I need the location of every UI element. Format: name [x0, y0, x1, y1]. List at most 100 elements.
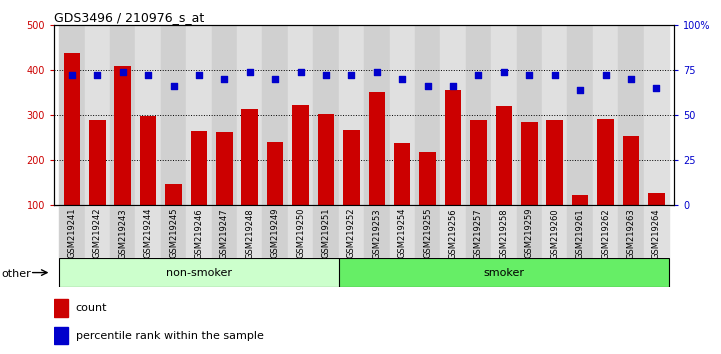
Bar	[59, 25, 84, 205]
Point	[168, 83, 180, 89]
Bar	[314, 205, 339, 258]
Text: GSM219256: GSM219256	[448, 208, 458, 259]
Bar	[54, 327, 68, 344]
Bar	[136, 205, 161, 258]
Text: GSM219244: GSM219244	[143, 208, 153, 258]
Bar	[339, 258, 669, 287]
Bar	[521, 122, 538, 251]
Bar	[339, 205, 364, 258]
Bar	[593, 205, 618, 258]
Point	[650, 85, 662, 91]
Bar	[648, 193, 665, 251]
Bar	[59, 205, 84, 258]
Bar	[495, 106, 512, 251]
Bar	[186, 205, 212, 258]
Bar	[110, 25, 136, 205]
Text: GSM219247: GSM219247	[220, 208, 229, 259]
Point	[575, 87, 586, 93]
Bar	[420, 152, 436, 251]
Text: GSM219252: GSM219252	[347, 208, 356, 258]
Text: GSM219258: GSM219258	[500, 208, 508, 259]
Bar	[288, 25, 314, 205]
Bar	[597, 119, 614, 251]
Bar	[644, 25, 669, 205]
Bar	[267, 142, 283, 251]
Bar	[59, 258, 339, 287]
Bar	[89, 120, 105, 251]
Bar	[339, 25, 364, 205]
Bar	[618, 25, 644, 205]
Text: GSM219260: GSM219260	[550, 208, 559, 259]
Bar	[415, 205, 441, 258]
Bar	[54, 299, 68, 317]
Bar	[415, 25, 441, 205]
Bar	[368, 92, 385, 251]
Bar	[115, 66, 131, 251]
Bar	[470, 120, 487, 251]
Bar	[542, 25, 567, 205]
Text: GSM219245: GSM219245	[169, 208, 178, 258]
Bar	[491, 25, 516, 205]
Text: GSM219253: GSM219253	[372, 208, 381, 259]
Bar	[237, 205, 262, 258]
Point	[244, 69, 255, 75]
Text: non-smoker: non-smoker	[166, 268, 232, 278]
Text: other: other	[1, 269, 31, 279]
Bar	[216, 132, 233, 251]
Bar	[212, 205, 237, 258]
Bar	[110, 205, 136, 258]
Bar	[288, 205, 314, 258]
Bar	[516, 25, 542, 205]
Bar	[441, 25, 466, 205]
Bar	[63, 53, 80, 251]
Text: GSM219241: GSM219241	[67, 208, 76, 258]
Text: GSM219261: GSM219261	[575, 208, 585, 259]
Text: GSM219248: GSM219248	[245, 208, 255, 259]
Text: GSM219251: GSM219251	[322, 208, 330, 258]
Bar	[623, 136, 640, 251]
Point	[600, 73, 611, 78]
Bar	[161, 205, 186, 258]
Bar	[140, 115, 156, 251]
Bar	[572, 195, 588, 251]
Bar	[165, 184, 182, 251]
Point	[193, 73, 205, 78]
Bar	[84, 205, 110, 258]
Bar	[186, 25, 212, 205]
Text: count: count	[76, 303, 107, 313]
Bar	[161, 25, 186, 205]
Bar	[466, 25, 491, 205]
Text: GSM219242: GSM219242	[93, 208, 102, 258]
Bar	[136, 25, 161, 205]
Point	[66, 73, 78, 78]
Point	[295, 69, 306, 75]
Text: GDS3496 / 210976_s_at: GDS3496 / 210976_s_at	[54, 11, 204, 24]
Bar	[644, 205, 669, 258]
Text: GSM219249: GSM219249	[270, 208, 280, 258]
Bar	[314, 25, 339, 205]
Text: GSM219250: GSM219250	[296, 208, 305, 258]
Point	[422, 83, 433, 89]
Point	[320, 73, 332, 78]
Bar	[84, 25, 110, 205]
Bar	[212, 25, 237, 205]
Bar	[593, 25, 618, 205]
Bar	[364, 205, 389, 258]
Bar	[567, 205, 593, 258]
Text: smoker: smoker	[483, 268, 524, 278]
Bar	[445, 90, 461, 251]
Point	[523, 73, 535, 78]
Bar	[343, 130, 360, 251]
Bar	[567, 25, 593, 205]
Point	[92, 73, 103, 78]
Point	[473, 73, 485, 78]
Bar	[190, 131, 207, 251]
Point	[498, 69, 510, 75]
Point	[397, 76, 408, 82]
Point	[117, 69, 128, 75]
Bar	[318, 114, 335, 251]
Bar	[618, 205, 644, 258]
Point	[142, 73, 154, 78]
Text: GSM219259: GSM219259	[525, 208, 534, 258]
Bar	[389, 205, 415, 258]
